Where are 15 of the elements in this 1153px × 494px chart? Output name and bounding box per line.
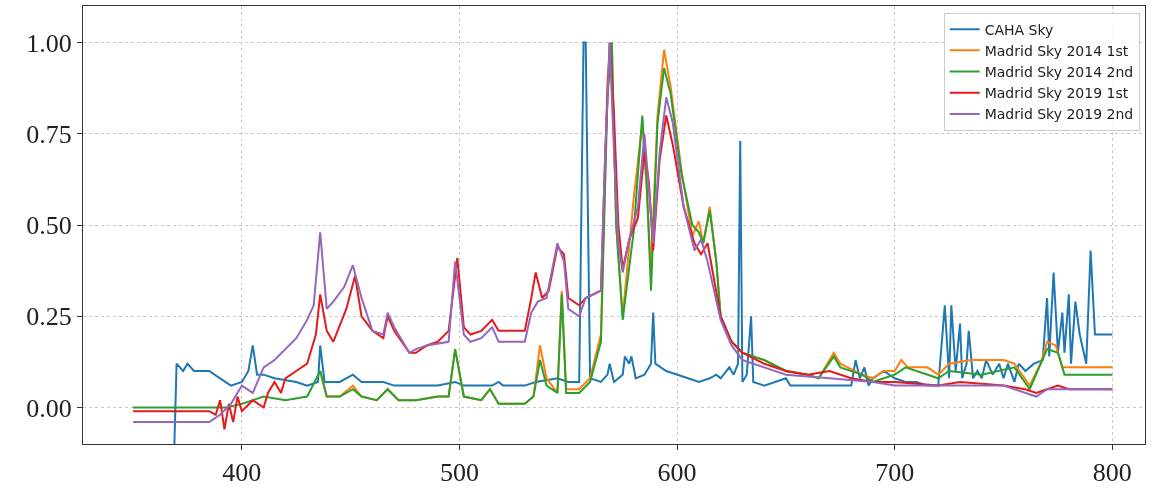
legend-label: Madrid Sky 2014 2nd (984, 64, 1134, 81)
x-tick-label: 800 (1092, 458, 1132, 488)
y-tick-label: 0.50 (26, 211, 72, 241)
y-tick-label: 0.75 (26, 119, 72, 149)
x-tick-label: 500 (439, 458, 479, 488)
y-tick-label: 0.00 (26, 393, 72, 423)
x-tick-label: 600 (657, 458, 697, 488)
legend-label: Madrid Sky 2019 2nd (984, 106, 1134, 123)
legend-label: Madrid Sky 2019 1st (984, 85, 1129, 102)
y-tick-label: 1.00 (26, 28, 72, 58)
x-tick-label: 700 (875, 458, 915, 488)
legend-label: CAHA Sky (984, 21, 1054, 38)
legend-label: Madrid Sky 2014 1st (984, 42, 1129, 59)
y-tick-label: 0.25 (26, 302, 72, 332)
x-tick-label: 400 (222, 458, 262, 488)
